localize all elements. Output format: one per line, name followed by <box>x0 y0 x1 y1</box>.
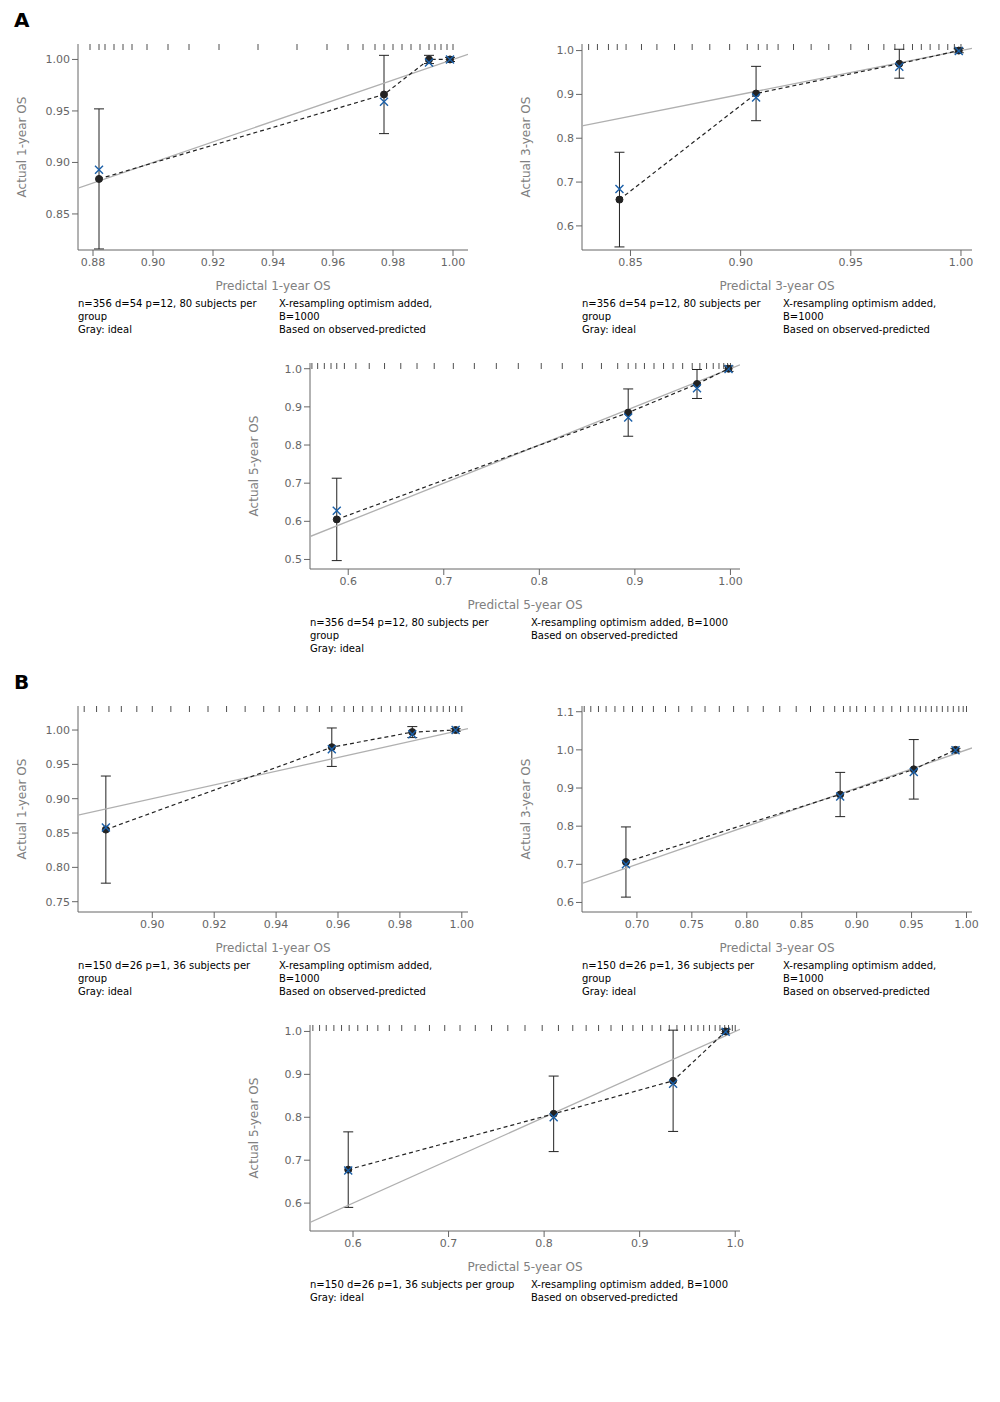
svg-text:0.92: 0.92 <box>201 256 226 269</box>
svg-text:0.95: 0.95 <box>899 918 924 931</box>
svg-text:0.95: 0.95 <box>46 758 71 771</box>
html-text:A: A <box>14 8 30 32</box>
svg-text:0.90: 0.90 <box>140 918 165 931</box>
html-text:n=150 d=26 p=1, 36 subjects pe: n=150 d=26 p=1, 36 subjects per group Gr… <box>78 960 251 997</box>
svg-text:0.9: 0.9 <box>557 782 575 795</box>
svg-text:0.95: 0.95 <box>46 105 71 118</box>
html-text:n=356 d=54 p=12, 80 subjects p: n=356 d=54 p=12, 80 subjects per group G… <box>310 617 489 654</box>
svg-text:0.8: 0.8 <box>557 132 575 145</box>
svg-text:1.00: 1.00 <box>46 724 71 737</box>
html-text:n=150 d=26 p=1, 36 subjects pe: n=150 d=26 p=1, 36 subjects per group Gr… <box>310 1279 515 1303</box>
svg-text:0.85: 0.85 <box>789 918 814 931</box>
svg-text:1.0: 1.0 <box>726 1237 744 1250</box>
html-text:X-resampling optimism added, B: X-resampling optimism added, B=1000 Base… <box>531 1279 728 1303</box>
svg-text:Predictal 5-year OS: Predictal 5-year OS <box>467 598 582 612</box>
svg-text:0.90: 0.90 <box>141 256 166 269</box>
svg-text:0.95: 0.95 <box>839 256 864 269</box>
html-text:X-resampling optimism added, B: X-resampling optimism added, B=1000 Base… <box>783 960 937 997</box>
svg-text:0.6: 0.6 <box>339 575 357 588</box>
svg-text:Actual 3-year OS: Actual 3-year OS <box>519 97 533 198</box>
svg-text:0.85: 0.85 <box>46 208 71 221</box>
svg-text:Predictal 5-year OS: Predictal 5-year OS <box>467 1260 582 1274</box>
svg-text:0.8: 0.8 <box>531 575 549 588</box>
svg-text:0.80: 0.80 <box>46 861 71 874</box>
svg-text:0.75: 0.75 <box>680 918 705 931</box>
svg-text:0.90: 0.90 <box>46 793 71 806</box>
svg-text:0.98: 0.98 <box>388 918 413 931</box>
svg-text:Actual 5-year OS: Actual 5-year OS <box>247 416 261 517</box>
svg-text:Predictal 3-year OS: Predictal 3-year OS <box>719 941 834 955</box>
svg-text:0.7: 0.7 <box>285 1154 303 1167</box>
svg-text:0.7: 0.7 <box>557 176 575 189</box>
svg-text:0.7: 0.7 <box>285 477 303 490</box>
html-text:n=150 d=26 p=1, 36 subjects pe: n=150 d=26 p=1, 36 subjects per group Gr… <box>582 960 755 997</box>
svg-text:1.00: 1.00 <box>450 918 475 931</box>
svg-text:0.6: 0.6 <box>344 1237 362 1250</box>
svg-text:1.0: 1.0 <box>557 44 575 57</box>
svg-text:Predictal 1-year OS: Predictal 1-year OS <box>215 279 330 293</box>
svg-text:0.85: 0.85 <box>46 827 71 840</box>
svg-text:0.9: 0.9 <box>285 1068 303 1081</box>
svg-text:0.80: 0.80 <box>735 918 760 931</box>
svg-text:0.7: 0.7 <box>435 575 453 588</box>
html-text:X-resampling optimism added, B: X-resampling optimism added, B=1000 Base… <box>279 960 433 997</box>
html-text:X-resampling optimism added, B: X-resampling optimism added, B=1000 Base… <box>279 298 433 335</box>
svg-text:0.96: 0.96 <box>326 918 351 931</box>
html-text:X-resampling optimism added, B: X-resampling optimism added, B=1000 Base… <box>531 617 728 641</box>
svg-text:0.8: 0.8 <box>535 1237 553 1250</box>
svg-text:1.0: 1.0 <box>557 744 575 757</box>
svg-text:Actual 3-year OS: Actual 3-year OS <box>519 759 533 860</box>
html-text:B: B <box>14 670 30 694</box>
svg-text:0.94: 0.94 <box>264 918 289 931</box>
svg-text:0.6: 0.6 <box>557 896 575 909</box>
svg-text:1.0: 1.0 <box>285 363 303 376</box>
svg-text:0.94: 0.94 <box>261 256 286 269</box>
svg-text:Actual 5-year OS: Actual 5-year OS <box>247 1078 261 1179</box>
svg-text:0.7: 0.7 <box>440 1237 458 1250</box>
svg-text:0.9: 0.9 <box>631 1237 649 1250</box>
svg-text:0.7: 0.7 <box>557 858 575 871</box>
svg-text:Actual 1-year OS: Actual 1-year OS <box>15 97 29 198</box>
svg-text:0.8: 0.8 <box>557 820 575 833</box>
svg-text:Predictal 3-year OS: Predictal 3-year OS <box>719 279 834 293</box>
svg-text:0.6: 0.6 <box>557 220 575 233</box>
svg-text:0.85: 0.85 <box>618 256 643 269</box>
svg-text:0.92: 0.92 <box>202 918 227 931</box>
svg-text:0.8: 0.8 <box>285 1111 303 1124</box>
svg-text:0.70: 0.70 <box>625 918 650 931</box>
svg-text:1.0: 1.0 <box>285 1025 303 1038</box>
html-text:n=356 d=54 p=12, 80 subjects p: n=356 d=54 p=12, 80 subjects per group G… <box>78 298 257 335</box>
svg-text:0.9: 0.9 <box>557 88 575 101</box>
svg-text:0.98: 0.98 <box>381 256 406 269</box>
svg-text:0.9: 0.9 <box>626 575 644 588</box>
svg-text:0.6: 0.6 <box>285 1197 303 1210</box>
svg-text:1.00: 1.00 <box>718 575 743 588</box>
svg-text:1.00: 1.00 <box>954 918 979 931</box>
svg-text:1.1: 1.1 <box>557 706 575 719</box>
svg-text:0.90: 0.90 <box>844 918 869 931</box>
svg-text:1.00: 1.00 <box>46 53 71 66</box>
svg-text:0.96: 0.96 <box>321 256 346 269</box>
svg-text:1.00: 1.00 <box>949 256 974 269</box>
svg-text:0.8: 0.8 <box>285 439 303 452</box>
html-text:n=356 d=54 p=12, 80 subjects p: n=356 d=54 p=12, 80 subjects per group G… <box>582 298 761 335</box>
svg-text:Actual 1-year OS: Actual 1-year OS <box>15 759 29 860</box>
svg-text:1.00: 1.00 <box>441 256 466 269</box>
svg-text:0.75: 0.75 <box>46 896 71 909</box>
svg-text:0.88: 0.88 <box>81 256 106 269</box>
svg-text:0.5: 0.5 <box>285 553 303 566</box>
svg-text:0.90: 0.90 <box>46 156 71 169</box>
svg-text:0.6: 0.6 <box>285 515 303 528</box>
svg-text:0.9: 0.9 <box>285 401 303 414</box>
svg-text:Predictal 1-year OS: Predictal 1-year OS <box>215 941 330 955</box>
svg-text:0.90: 0.90 <box>728 256 753 269</box>
html-text:X-resampling optimism added, B: X-resampling optimism added, B=1000 Base… <box>783 298 937 335</box>
